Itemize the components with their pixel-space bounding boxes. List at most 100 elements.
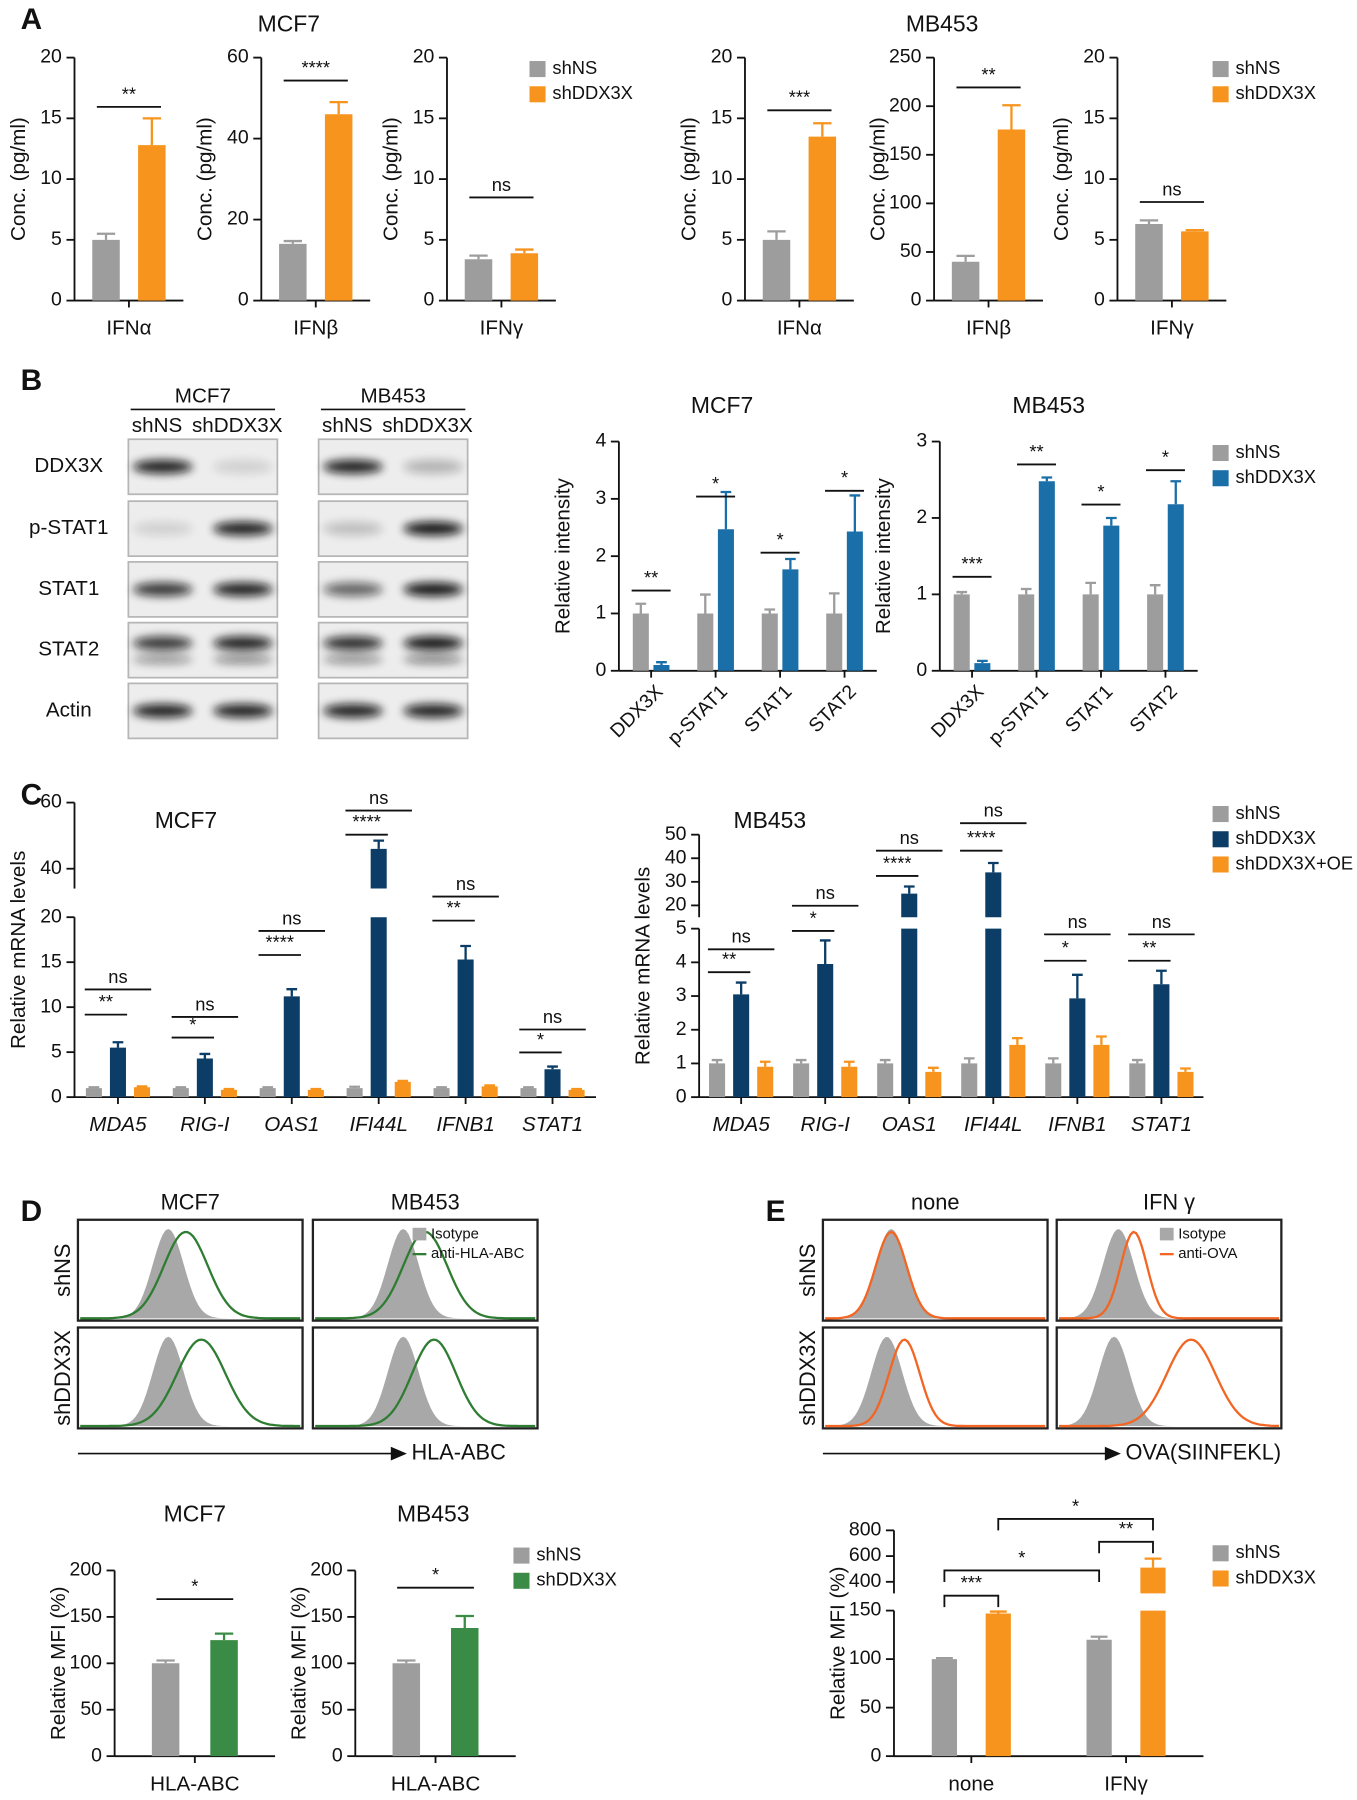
blot-band bbox=[323, 654, 383, 664]
y-tick-label: 0 bbox=[676, 1085, 687, 1107]
legend-swatch bbox=[529, 61, 546, 78]
chart-title: MB453 bbox=[1012, 392, 1085, 418]
y-tick-label: 400 bbox=[849, 1570, 882, 1592]
y-axis-label: Relative MFI (%) bbox=[47, 1587, 70, 1741]
legend-label: shNS bbox=[536, 1543, 581, 1564]
significance-label: * bbox=[1097, 481, 1104, 502]
error-bar bbox=[1131, 1058, 1143, 1064]
blot-band bbox=[403, 521, 464, 536]
legend-label: shDDX3X bbox=[1236, 466, 1316, 487]
legend-swatch bbox=[1212, 86, 1229, 103]
legend-swatch bbox=[1212, 1570, 1229, 1587]
bar bbox=[510, 253, 539, 301]
error-bar bbox=[879, 1058, 891, 1064]
blot-band bbox=[132, 582, 193, 597]
blot-band bbox=[213, 636, 273, 651]
significance-label: ns bbox=[1068, 911, 1087, 932]
error-bar bbox=[903, 885, 915, 894]
y-tick-label: 4 bbox=[595, 430, 606, 452]
bar bbox=[457, 959, 474, 1098]
y-tick-label: 50 bbox=[900, 240, 922, 262]
y-tick-label: 20 bbox=[40, 905, 62, 927]
legend-swatch bbox=[1212, 806, 1229, 823]
error-bar bbox=[956, 590, 968, 595]
error-bar bbox=[515, 248, 534, 254]
significance-label: ns bbox=[543, 1006, 562, 1027]
bar bbox=[925, 1071, 942, 1098]
legend-swatch bbox=[513, 1572, 530, 1589]
significance-label: ns bbox=[492, 174, 511, 195]
x-tick-label: IFI44L bbox=[349, 1113, 407, 1136]
bar bbox=[1093, 1044, 1110, 1098]
x-tick-label: HLA-ABC bbox=[391, 1772, 481, 1795]
significance-line bbox=[1098, 1540, 1154, 1554]
bar bbox=[951, 261, 980, 301]
significance-label: **** bbox=[967, 827, 996, 848]
error-bar bbox=[460, 944, 471, 960]
significance-label: * bbox=[1062, 937, 1069, 958]
y-tick-label: 5 bbox=[51, 228, 62, 250]
bar bbox=[1147, 594, 1164, 671]
y-tick-label: 50 bbox=[80, 1698, 102, 1720]
y-tick-label: 150 bbox=[889, 143, 922, 165]
y-tick-label: 1 bbox=[916, 583, 927, 605]
flow-column-label: none bbox=[911, 1189, 959, 1214]
y-tick-label: 200 bbox=[310, 1559, 343, 1581]
legend-label: shDDX3X+OE bbox=[1236, 852, 1354, 873]
flow-column-label: MB453 bbox=[391, 1189, 460, 1214]
x-tick-label: p-STAT1 bbox=[984, 681, 1053, 750]
legend-label: shDDX3X bbox=[536, 1569, 616, 1590]
y-tick-label: 5 bbox=[1094, 228, 1105, 250]
error-bar bbox=[956, 254, 975, 262]
error-bar bbox=[1096, 1035, 1107, 1045]
y-tick-label: 250 bbox=[889, 46, 922, 68]
blot-band bbox=[403, 704, 464, 718]
flow-row-label: shDDX3X bbox=[50, 1330, 75, 1426]
y-tick-label: 20 bbox=[227, 208, 249, 230]
significance-label: * bbox=[712, 473, 719, 494]
bar bbox=[697, 613, 714, 671]
significance-label: *** bbox=[961, 553, 982, 574]
bar bbox=[220, 1089, 237, 1098]
y-tick-label: 15 bbox=[711, 106, 733, 128]
blot-band bbox=[213, 704, 273, 718]
significance-label: **** bbox=[301, 57, 330, 78]
y-tick-label: 30 bbox=[665, 870, 687, 892]
bar bbox=[1082, 594, 1099, 671]
bar bbox=[259, 1088, 276, 1098]
error-bar bbox=[767, 230, 786, 240]
x-tick-label: STAT1 bbox=[1131, 1113, 1192, 1136]
error-bar bbox=[656, 661, 667, 666]
error-bar bbox=[819, 939, 831, 965]
legend-label: shNS bbox=[1236, 57, 1281, 78]
bar bbox=[172, 1088, 189, 1098]
y-tick-label: 20 bbox=[413, 46, 435, 68]
y-tick-label: 2 bbox=[595, 544, 606, 566]
bar bbox=[761, 613, 778, 671]
legend-swatch bbox=[1212, 1545, 1229, 1562]
blot-band bbox=[323, 636, 383, 651]
y-tick-label: 3 bbox=[676, 984, 687, 1006]
x-tick-label: DDX3X bbox=[606, 681, 667, 742]
antibody-histogram bbox=[80, 1338, 301, 1428]
legend-swatch bbox=[1212, 444, 1229, 462]
significance-label: * bbox=[1162, 447, 1169, 468]
chart-title: MCF7 bbox=[164, 1501, 226, 1527]
bar bbox=[370, 848, 387, 1098]
bar bbox=[307, 1089, 324, 1098]
error-bar bbox=[963, 1057, 975, 1064]
error-bar bbox=[828, 592, 840, 614]
error-bar bbox=[1105, 516, 1117, 526]
flow-row-label: shNS bbox=[795, 1244, 820, 1297]
isotype-histogram bbox=[80, 1229, 301, 1319]
bar bbox=[283, 996, 300, 1098]
x-tick-label: STAT2 bbox=[1125, 681, 1181, 737]
y-tick-label: 0 bbox=[238, 289, 249, 311]
bar bbox=[520, 1088, 537, 1098]
significance-label: ns bbox=[195, 993, 214, 1014]
blot-condition: shDDX3X bbox=[382, 414, 473, 437]
error-bar bbox=[136, 1085, 148, 1088]
bar bbox=[808, 136, 837, 301]
isotype-histogram bbox=[315, 1336, 536, 1427]
blot-cell-line: MCF7 bbox=[175, 384, 231, 407]
